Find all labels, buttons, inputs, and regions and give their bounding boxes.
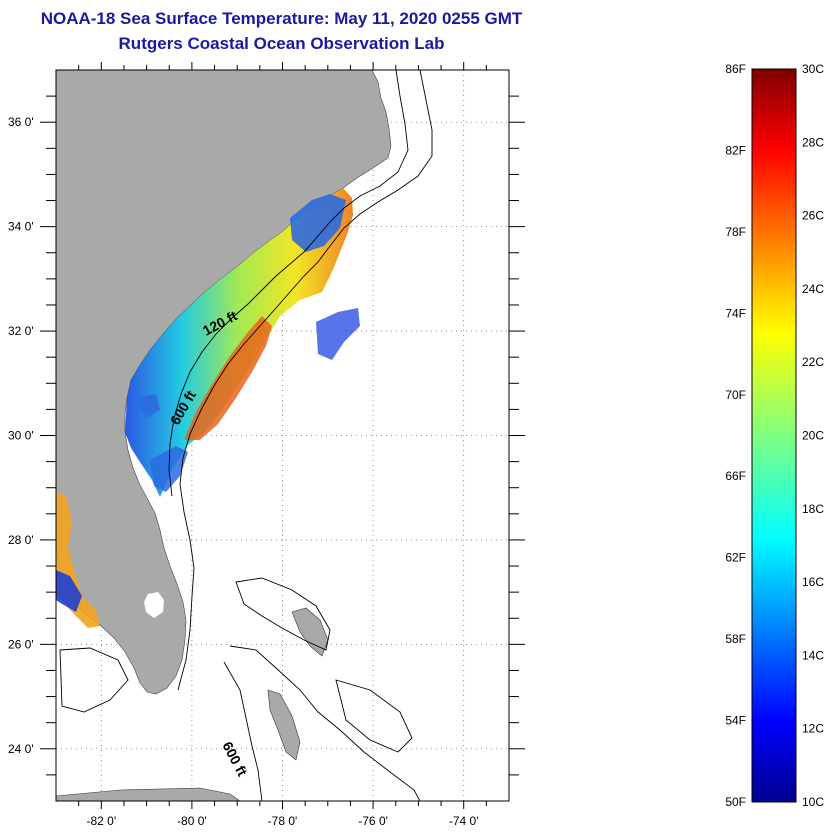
fahrenheit-label: 66F bbox=[725, 469, 746, 483]
celsius-labels: 30C 28C 26C 24C 22C 20C 18C 16C 14C 12C 10C bbox=[802, 62, 824, 809]
cuba-coast bbox=[56, 787, 241, 801]
celsius-label: 20C bbox=[802, 429, 824, 443]
temperature-colorbar: 86F 82F 78F 74F 70F 66F 62F 58F 54F 50F 30C 28C 26C… bbox=[725, 62, 824, 809]
lon-tick-label: -74 0' bbox=[449, 814, 479, 828]
celsius-label: 24C bbox=[802, 282, 824, 296]
lake-okeechobee bbox=[144, 592, 164, 618]
lon-tick-label: -76 0' bbox=[358, 814, 388, 828]
celsius-label: 30C bbox=[802, 62, 824, 76]
lat-tick-label: 32 0' bbox=[8, 324, 34, 338]
bahamas-island bbox=[291, 607, 329, 657]
map-subtitle: Rutgers Coastal Ocean Observation Lab bbox=[118, 34, 445, 53]
fahrenheit-label: 78F bbox=[725, 225, 746, 239]
fahrenheit-label: 82F bbox=[725, 143, 746, 157]
lat-tick-label: 28 0' bbox=[8, 533, 34, 547]
fahrenheit-label: 62F bbox=[725, 551, 746, 565]
cold-patch bbox=[316, 308, 360, 360]
cold-patch bbox=[136, 394, 160, 418]
gulf-stream-warm-band bbox=[184, 316, 272, 440]
celsius-label: 14C bbox=[802, 648, 824, 662]
fahrenheit-label: 54F bbox=[725, 714, 746, 728]
lat-tick-label: 34 0' bbox=[8, 220, 34, 234]
gulf-cold-patch bbox=[56, 570, 82, 612]
map-title: NOAA-18 Sea Surface Temperature: May 11,… bbox=[40, 9, 523, 28]
celsius-label: 10C bbox=[802, 795, 824, 809]
sst-swath bbox=[125, 188, 353, 497]
lat-tick-label: 36 0' bbox=[8, 115, 34, 129]
colorbar-gradient bbox=[751, 68, 797, 803]
celsius-label: 28C bbox=[802, 135, 824, 149]
celsius-label: 22C bbox=[802, 355, 824, 369]
lon-tick-label: -78 0' bbox=[268, 814, 298, 828]
fahrenheit-label: 74F bbox=[725, 306, 746, 320]
longitude-axis: -82 0' -80 0' -78 0' -76 0' -74 0' bbox=[78, 62, 487, 828]
lon-tick-label: -80 0' bbox=[177, 814, 207, 828]
celsius-label: 16C bbox=[802, 575, 824, 589]
celsius-label: 12C bbox=[802, 722, 824, 736]
fahrenheit-labels: 86F 82F 78F 74F 70F 66F 62F 58F 54F 50F bbox=[725, 62, 746, 809]
fahrenheit-label: 86F bbox=[725, 62, 746, 76]
lat-tick-label: 24 0' bbox=[8, 742, 34, 756]
lat-tick-label: 30 0' bbox=[8, 429, 34, 443]
celsius-label: 26C bbox=[802, 209, 824, 223]
fahrenheit-label: 58F bbox=[725, 632, 746, 646]
fahrenheit-label: 70F bbox=[725, 388, 746, 402]
bahamas-island bbox=[267, 689, 301, 761]
latitude-axis: 36 0' 34 0' 32 0' 30 0' 28 0' 26 0' 24 0' bbox=[8, 95, 525, 776]
celsius-label: 18C bbox=[802, 502, 824, 516]
bathymetry-contours bbox=[59, 70, 433, 801]
fahrenheit-label: 50F bbox=[725, 795, 746, 809]
lon-tick-label: -82 0' bbox=[86, 814, 116, 828]
lat-tick-label: 26 0' bbox=[8, 637, 34, 651]
cold-patch bbox=[290, 194, 346, 252]
